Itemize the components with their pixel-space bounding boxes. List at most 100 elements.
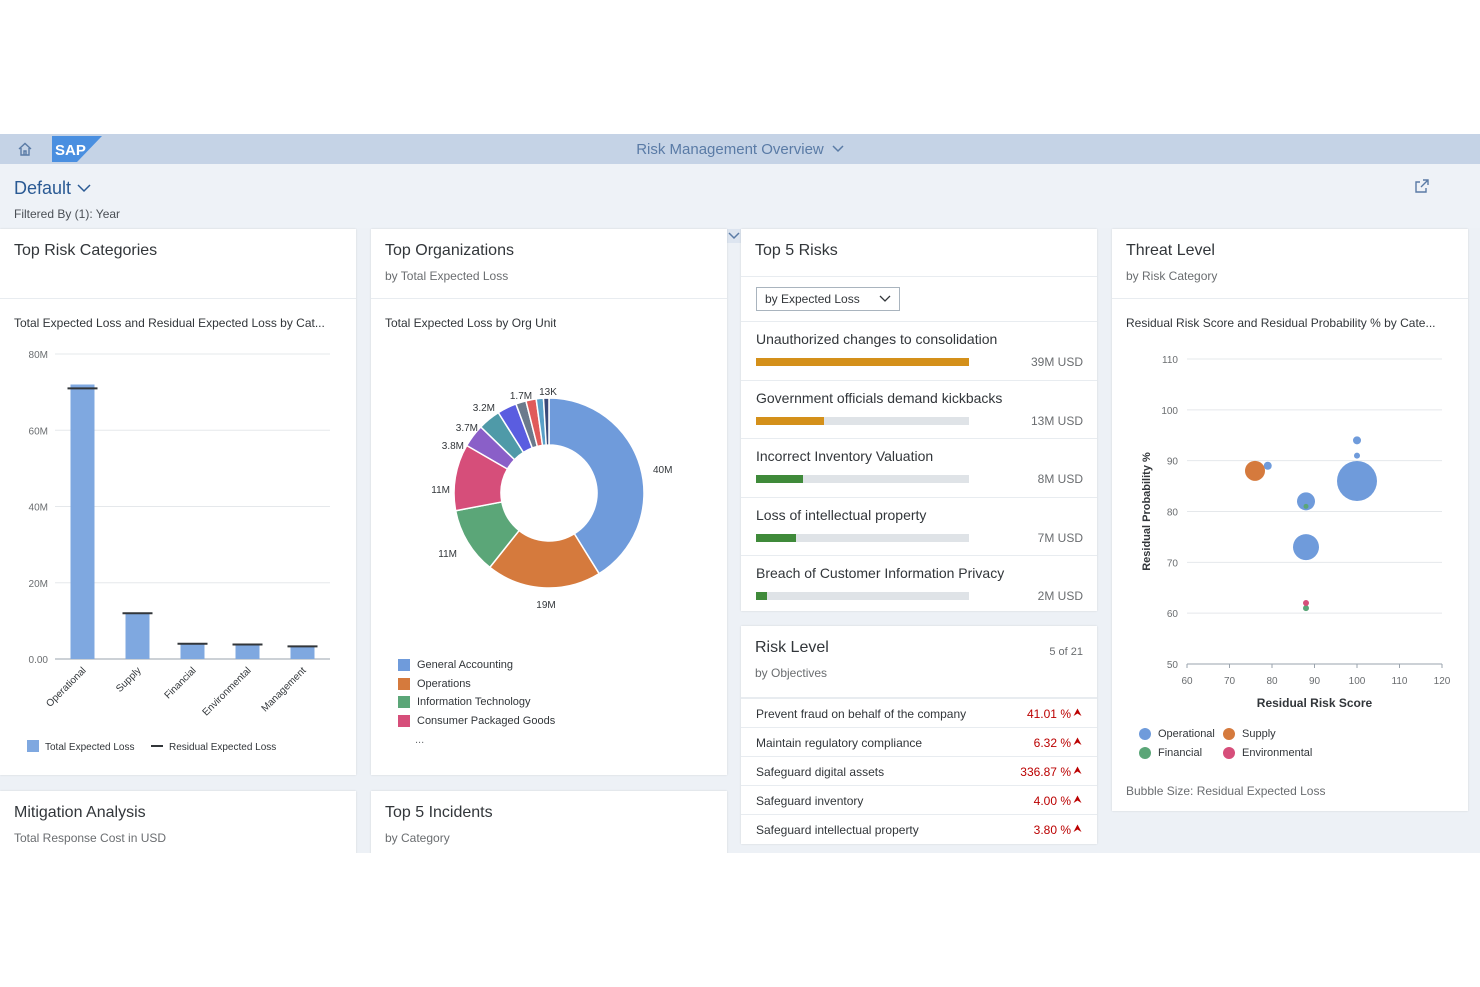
risk-bar-fill — [756, 592, 767, 600]
objective-name: Maintain regulatory compliance — [756, 736, 923, 750]
y-tick-label: 40M — [29, 503, 48, 514]
x-tick-label: 90 — [1309, 676, 1321, 687]
objective-row[interactable]: Safeguard digital assets 336.87 % — [741, 756, 1097, 785]
risk-bar-fill — [756, 358, 969, 366]
objective-row[interactable]: Safeguard intellectual property 3.80 % — [741, 814, 1097, 843]
objective-name: Safeguard inventory — [756, 794, 864, 808]
legend-item: Financial — [1139, 744, 1223, 763]
variant-selector[interactable]: Default — [14, 178, 91, 199]
card-header: Top 5 Incidents by Category — [371, 791, 727, 853]
risk-list-item[interactable]: Government officials demand kickbacks 13M… — [741, 379, 1097, 438]
risk-value: 13M USD — [1030, 413, 1083, 428]
bubble[interactable] — [1297, 492, 1315, 511]
home-button[interactable] — [14, 138, 36, 160]
risk-list-item[interactable]: Incorrect Inventory Valuation 8M USD — [741, 438, 1097, 496]
chart-caption: Total Expected Loss by Org Unit — [385, 316, 557, 330]
objective-row[interactable]: Maintain regulatory compliance 6.32 % — [741, 727, 1097, 756]
card-title: Top 5 Risks — [755, 242, 838, 259]
app-title-menu[interactable]: Risk Management Overview — [0, 134, 1480, 164]
card-top5-risks[interactable]: Top 5 Risks by Expected Loss Unauthorize… — [741, 229, 1097, 611]
x-tick-label: 60 — [1181, 676, 1193, 687]
bubble[interactable] — [1337, 461, 1377, 501]
legend-swatch — [1223, 746, 1235, 759]
risk-name: Incorrect Inventory Valuation — [756, 448, 934, 464]
y-tick-label: 60M — [29, 426, 48, 437]
legend-label: Operational — [1158, 728, 1215, 741]
legend-swatch — [1139, 746, 1151, 759]
risk-name: Loss of intellectual property — [756, 506, 927, 523]
card-top5-incidents[interactable]: Top 5 Incidents by Category — [371, 791, 727, 853]
bubble[interactable] — [1263, 461, 1272, 470]
risk-bar-track — [756, 358, 969, 366]
donut-slice[interactable] — [542, 397, 550, 446]
x-axis-label: Residual Risk Score — [1257, 696, 1373, 710]
legend-label: Environmental — [1242, 746, 1313, 759]
legend-grid: Operational Supply Financial Environmental — [1139, 725, 1323, 762]
bubble[interactable] — [1293, 534, 1319, 561]
x-tick-label: Environmental — [201, 665, 254, 718]
sort-select[interactable]: by Expected Loss — [756, 287, 900, 311]
chart-caption: Residual Risk Score and Residual Probabi… — [1126, 316, 1436, 330]
objective-name: Prevent fraud on behalf of the company — [756, 707, 967, 721]
y-tick-label: 50 — [1167, 660, 1179, 671]
legend-label: General Accounting — [417, 659, 514, 672]
bubble[interactable] — [1303, 605, 1309, 612]
bar-total-expected-loss[interactable] — [125, 613, 150, 659]
card-title: Top 5 Incidents — [385, 804, 493, 821]
bubble[interactable] — [1354, 452, 1360, 459]
bubble-legend: Operational Supply Financial Environmental — [1139, 725, 1323, 762]
legend-swatch — [1223, 728, 1235, 741]
trend-up-icon — [1073, 708, 1082, 716]
card-mitigation-analysis[interactable]: Mitigation Analysis Total Response Cost … — [0, 791, 356, 853]
legend-swatch — [1139, 728, 1151, 741]
card-header: Top Organizations by Total Expected Loss — [371, 229, 727, 299]
bar-total-expected-loss[interactable] — [235, 643, 260, 659]
trend-up-icon — [1073, 824, 1082, 832]
x-tick-label: Operational — [44, 665, 88, 709]
sap-logo: SAP — [52, 136, 102, 162]
card-threat-level[interactable]: Threat Level by Risk Category Residual R… — [1112, 229, 1468, 811]
x-tick-label: 110 — [1392, 676, 1408, 687]
bar-chart[interactable]: 0.00 20M 40M 60M 80M Operational Supply Financi… — [0, 339, 356, 759]
legend-swatch — [398, 659, 410, 672]
card-top-risk-categories[interactable]: Top Risk Categories Total Expected Loss … — [0, 229, 356, 775]
bar-total-expected-loss[interactable] — [180, 643, 205, 659]
card-risk-level[interactable]: Risk Level by Objectives 5 of 21 Prevent… — [741, 626, 1097, 844]
objective-value: 4.00 % — [1033, 794, 1071, 808]
donut-slice[interactable] — [548, 397, 645, 575]
bubble[interactable] — [1303, 503, 1309, 509]
trend-up-icon — [1073, 737, 1082, 745]
bar-total-expected-loss[interactable] — [70, 384, 95, 660]
objective-value: 3.80 % — [1033, 823, 1071, 837]
legend-label: Information Technology — [417, 696, 531, 709]
variant-name: Default — [14, 178, 72, 198]
bubble[interactable] — [1303, 600, 1309, 606]
risk-list-item[interactable]: Breach of Customer Information Privacy 2M… — [741, 555, 1097, 611]
card-subtitle: by Risk Category — [1126, 269, 1218, 283]
risk-name: Government officials demand kickbacks — [756, 389, 1003, 406]
bar-total-expected-loss[interactable] — [290, 645, 315, 659]
card-title: Top Organizations — [385, 242, 514, 259]
bubble-size-note: Bubble Size: Residual Expected Loss — [1126, 784, 1326, 798]
objective-row[interactable]: Safeguard inventory 4.00 % — [741, 785, 1097, 814]
objective-value: 336.87 % — [1020, 765, 1071, 779]
shell-bar: SAP Risk Management Overview — [0, 134, 1480, 164]
bubble[interactable] — [1245, 460, 1265, 481]
card-top-organizations[interactable]: Top Organizations by Total Expected Loss… — [371, 229, 727, 775]
risk-value: 2M USD — [1037, 589, 1083, 603]
x-tick-label: 100 — [1349, 676, 1366, 687]
share-button[interactable] — [1412, 176, 1432, 196]
risk-list-item[interactable]: Loss of intellectual property 7M USD — [741, 496, 1097, 555]
card-subtitle: by Category — [385, 831, 450, 845]
risk-list-item[interactable]: Unauthorized changes to consolidation 39M… — [741, 321, 1097, 379]
legend-swatch — [398, 677, 410, 690]
objective-name: Safeguard digital assets — [756, 765, 885, 779]
risk-name: Breach of Customer Information Privacy — [756, 565, 1005, 581]
y-tick-label: 100 — [1161, 406, 1178, 417]
bubble[interactable] — [1353, 436, 1361, 445]
objective-row[interactable]: Prevent fraud on behalf of the company 41… — [741, 698, 1097, 727]
legend-label: Supply — [1242, 728, 1276, 741]
y-tick-label: 70 — [1167, 558, 1179, 569]
donut-chart[interactable]: 40M 19M 11M 11M 3.8M 3.7M 3.2M 1.7M 13K — [371, 379, 727, 619]
